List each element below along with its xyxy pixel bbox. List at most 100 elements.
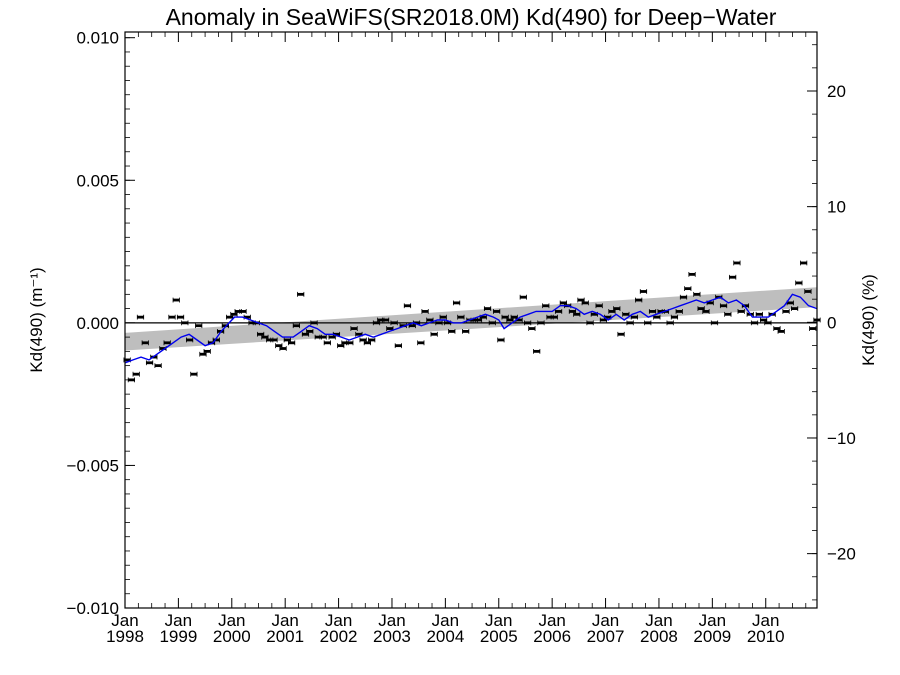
x-tick-label-year: 2006 xyxy=(533,627,571,646)
x-tick-label-month: Jan xyxy=(271,611,298,630)
anomaly-point xyxy=(203,348,211,354)
x-tick-label-month: Jan xyxy=(218,611,245,630)
anomaly-point xyxy=(648,309,657,314)
anomaly-point xyxy=(368,337,376,343)
anomaly-marker xyxy=(350,327,358,330)
anomaly-point xyxy=(190,371,198,377)
anomaly-point xyxy=(319,334,327,340)
anomaly-marker xyxy=(448,330,455,333)
anomaly-marker xyxy=(159,347,167,350)
y-tick-label-right: −10 xyxy=(827,429,856,448)
anomaly-marker xyxy=(600,318,607,322)
anomaly-marker xyxy=(640,290,647,293)
anomaly-marker xyxy=(697,307,705,310)
anomaly-marker xyxy=(177,315,184,319)
anomaly-marker xyxy=(653,315,661,319)
anomaly-marker xyxy=(644,321,651,325)
anomaly-marker xyxy=(711,321,718,325)
anomaly-point xyxy=(519,294,527,300)
anomaly-point xyxy=(755,311,763,317)
anomaly-marker xyxy=(234,310,242,313)
anomaly-point xyxy=(537,320,545,326)
anomaly-marker xyxy=(471,318,478,322)
anomaly-marker xyxy=(542,304,549,308)
anomaly-marker xyxy=(760,318,767,322)
anomaly-marker xyxy=(257,332,264,336)
anomaly-point xyxy=(737,309,745,314)
anomaly-point xyxy=(795,280,803,286)
anomaly-marker xyxy=(435,321,443,325)
anomaly-marker xyxy=(302,332,309,336)
anomaly-point xyxy=(421,309,429,314)
anomaly-marker xyxy=(328,335,336,339)
anomaly-marker xyxy=(426,318,434,322)
anomaly-point xyxy=(346,340,354,346)
anomaly-marker xyxy=(751,321,758,325)
anomaly-marker xyxy=(493,310,500,313)
anomaly-marker xyxy=(608,310,616,313)
anomaly-marker xyxy=(390,321,398,325)
anomaly-marker xyxy=(266,338,273,342)
y-tick-label-left: 0.005 xyxy=(76,171,119,190)
anomaly-marker xyxy=(604,315,611,319)
anomaly-marker xyxy=(462,330,469,333)
anomaly-point xyxy=(688,271,696,277)
anomaly-marker xyxy=(782,310,790,313)
anomaly-marker xyxy=(146,361,153,365)
anomaly-marker xyxy=(506,318,514,322)
anomaly-marker xyxy=(306,330,313,333)
anomaly-marker xyxy=(230,312,238,316)
anomaly-marker xyxy=(373,321,380,325)
anomaly-marker xyxy=(337,344,344,348)
anomaly-point xyxy=(666,320,674,326)
anomaly-point xyxy=(195,323,203,329)
anomaly-marker xyxy=(310,321,318,325)
anomaly-marker xyxy=(319,335,327,339)
anomaly-marker xyxy=(533,349,540,353)
x-tick-label-month: Jan xyxy=(432,611,459,630)
anomaly-marker xyxy=(724,312,732,316)
anomaly-marker xyxy=(591,312,598,316)
y-tick-label-left: −0.005 xyxy=(67,456,119,475)
anomaly-point xyxy=(176,314,185,320)
anomaly-point xyxy=(297,291,305,297)
anomaly-marker xyxy=(489,321,496,325)
x-tick-label-year: 2002 xyxy=(320,627,358,646)
anomaly-point xyxy=(430,331,438,337)
anomaly-marker xyxy=(666,321,674,325)
anomaly-point xyxy=(523,320,532,326)
anomaly-marker xyxy=(279,347,287,350)
x-tick-label-year: 2004 xyxy=(426,627,464,646)
anomaly-point xyxy=(270,337,278,343)
anomaly-point xyxy=(702,309,710,314)
x-tick-label-year: 1999 xyxy=(159,627,197,646)
anomaly-point xyxy=(675,309,683,314)
anomaly-marker xyxy=(244,315,251,319)
x-tick-label-month: Jan xyxy=(538,611,565,630)
anomaly-point xyxy=(394,343,402,349)
anomaly-marker xyxy=(368,338,375,342)
anomaly-marker xyxy=(297,292,304,296)
anomaly-point xyxy=(132,371,140,377)
anomaly-marker xyxy=(680,295,687,299)
anomaly-marker xyxy=(213,338,220,342)
anomaly-point xyxy=(542,303,550,309)
anomaly-point xyxy=(457,314,465,320)
anomaly-marker xyxy=(377,318,384,322)
anomaly-marker xyxy=(764,321,772,325)
anomaly-point xyxy=(729,274,737,280)
anomaly-marker xyxy=(413,321,420,325)
anomaly-marker xyxy=(742,304,749,308)
anomaly-point xyxy=(168,314,176,320)
anomaly-point xyxy=(617,331,625,337)
anomaly-marker xyxy=(128,378,135,382)
anomaly-point xyxy=(639,289,648,294)
anomaly-marker xyxy=(226,315,233,319)
anomaly-marker xyxy=(622,312,630,316)
anomaly-marker xyxy=(756,312,763,316)
anomaly-point xyxy=(488,320,496,326)
anomaly-marker xyxy=(133,372,140,376)
anomaly-point xyxy=(581,300,589,306)
anomaly-marker xyxy=(270,338,278,342)
anomaly-marker xyxy=(341,341,349,345)
